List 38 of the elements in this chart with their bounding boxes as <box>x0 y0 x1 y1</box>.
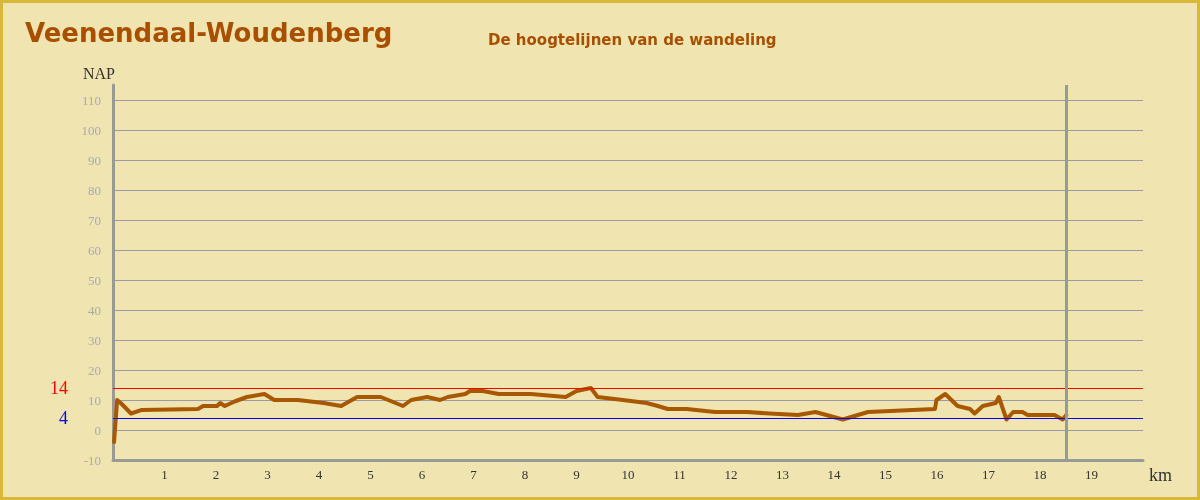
y-tick-label: 40 <box>88 302 101 318</box>
x-tick-label: 2 <box>212 467 220 482</box>
x-tick-label: 1 <box>161 467 168 482</box>
y-tick-label: 20 <box>88 362 101 378</box>
y-tick-label: 10 <box>88 392 101 408</box>
x-tick-label: 17 <box>982 467 996 482</box>
x-tick-label: 6 <box>418 467 426 482</box>
x-tick-label: 13 <box>776 467 789 482</box>
x-tick-label: 10 <box>621 467 635 482</box>
y-tick-label: -10 <box>83 452 101 468</box>
chart-subtitle: De hoogtelijnen van de wandeling <box>488 30 777 49</box>
ref-line-label: 14 <box>50 378 68 398</box>
y-tick-label: 0 <box>94 422 101 438</box>
chart-title: Veenendaal-Woudenberg <box>25 18 393 48</box>
x-tick-label: 8 <box>521 467 529 482</box>
y-tick-label: 100 <box>81 122 101 138</box>
x-tick-label: 15 <box>879 467 892 482</box>
y-tick-label: 70 <box>88 212 101 228</box>
y-tick-label: 60 <box>88 242 101 258</box>
x-tick-label: 16 <box>930 467 944 482</box>
x-tick-label: 11 <box>673 467 686 482</box>
y-tick-label: 50 <box>88 272 101 288</box>
ref-line-label: 4 <box>59 408 68 428</box>
y-axis-title: NAP <box>82 64 116 82</box>
y-tick-label: 90 <box>88 152 101 168</box>
x-tick-label: 4 <box>315 467 323 482</box>
x-tick-label: 14 <box>827 467 841 482</box>
x-axis-title: km <box>1149 465 1173 485</box>
x-tick-label: 5 <box>367 467 374 482</box>
x-tick-label: 7 <box>470 467 478 482</box>
y-tick-label: 80 <box>88 182 101 198</box>
x-tick-label: 12 <box>724 467 738 482</box>
x-tick-label: 19 <box>1085 467 1098 482</box>
y-tick-label: 30 <box>88 332 101 348</box>
x-tick-label: 9 <box>573 467 580 482</box>
x-tick-label: 18 <box>1033 467 1047 482</box>
x-tick-label: 3 <box>264 467 271 482</box>
y-tick-label: 110 <box>81 92 101 108</box>
